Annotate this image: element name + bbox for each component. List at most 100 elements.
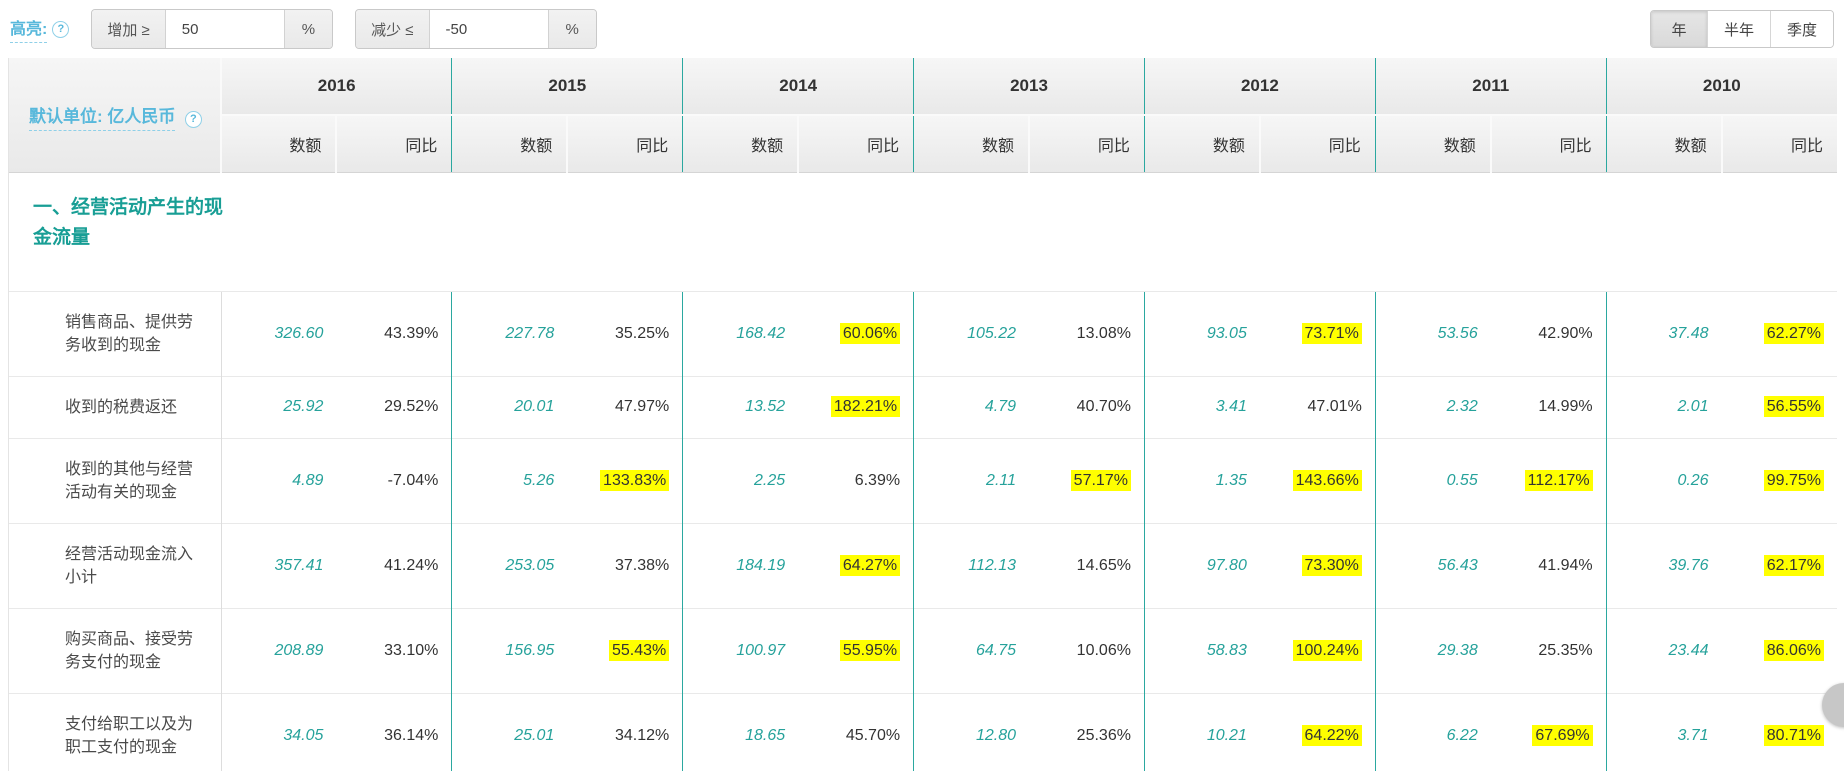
amount-subheader: 数额 bbox=[1143, 114, 1260, 173]
yoy-cell: 64.22% bbox=[1259, 692, 1376, 771]
decrease-threshold-input[interactable] bbox=[429, 10, 548, 48]
yoy-cell: 42.90% bbox=[1490, 290, 1607, 376]
yoy-value: 57.17% bbox=[1070, 469, 1131, 491]
tab-half-year[interactable]: 半年 bbox=[1706, 11, 1770, 47]
amount-value: 2.11 bbox=[986, 471, 1016, 489]
amount-value: 208.89 bbox=[274, 641, 324, 659]
amount-cell: 208.89 bbox=[220, 607, 337, 693]
amount-cell: 53.56 bbox=[1374, 290, 1491, 376]
yoy-value: 60.06% bbox=[839, 322, 901, 344]
row-label: 支付给职工以及为职工支付的现金 bbox=[9, 692, 221, 771]
amount-cell: 2.11 bbox=[913, 437, 1029, 523]
yoy-subheader: 同比 bbox=[1258, 114, 1376, 173]
yoy-value: 41.24% bbox=[384, 556, 439, 574]
yoy-cell: 62.27% bbox=[1721, 290, 1838, 376]
decrease-threshold-group: 减少 ≤ % bbox=[355, 9, 597, 49]
amount-cell: 2.25 bbox=[682, 437, 799, 523]
amount-value: 97.80 bbox=[1206, 556, 1247, 574]
amount-value: 2.25 bbox=[754, 471, 786, 489]
amount-cell: 3.41 bbox=[1143, 375, 1260, 438]
amount-cell: 12.80 bbox=[913, 692, 1029, 771]
yoy-cell: 47.97% bbox=[567, 375, 683, 438]
yoy-cell: 73.71% bbox=[1259, 290, 1376, 376]
amount-value: 227.78 bbox=[505, 324, 555, 342]
yoy-cell: 182.21% bbox=[798, 375, 914, 438]
yoy-value: -7.04% bbox=[387, 471, 439, 489]
yoy-cell: 35.25% bbox=[567, 290, 683, 376]
amount-value: 13.52 bbox=[745, 398, 786, 415]
amount-cell: 156.95 bbox=[451, 607, 568, 693]
amount-value: 25.92 bbox=[283, 398, 324, 415]
yoy-value: 43.39% bbox=[384, 324, 439, 342]
yoy-cell: 43.39% bbox=[336, 290, 452, 376]
yoy-cell: 37.38% bbox=[567, 522, 683, 608]
amount-value: 100.97 bbox=[736, 641, 786, 659]
amount-value: 25.01 bbox=[514, 726, 555, 744]
amount-subheader: 数额 bbox=[682, 114, 799, 173]
amount-cell: 97.80 bbox=[1143, 522, 1260, 608]
yoy-value: 33.10% bbox=[384, 641, 439, 659]
yoy-cell: 47.01% bbox=[1259, 375, 1376, 438]
row-label: 经营活动现金流入小计 bbox=[9, 522, 221, 608]
amount-cell: 25.01 bbox=[451, 692, 568, 771]
amount-value: 326.60 bbox=[274, 324, 324, 342]
amount-value: 0.55 bbox=[1446, 471, 1478, 489]
yoy-value: 6.39% bbox=[854, 471, 901, 489]
amount-cell: 2.01 bbox=[1605, 375, 1722, 438]
tab-year[interactable]: 年 bbox=[1650, 11, 1707, 47]
row-label: 收到的其他与经营活动有关的现金 bbox=[9, 437, 221, 523]
amount-cell: 112.13 bbox=[913, 522, 1029, 608]
yoy-cell: 14.99% bbox=[1490, 375, 1607, 438]
yoy-cell: 33.10% bbox=[336, 607, 452, 693]
amount-value: 105.22 bbox=[967, 324, 1016, 342]
yoy-value: 42.90% bbox=[1538, 324, 1593, 342]
table-row: 收到的其他与经营活动有关的现金 4.89 -7.04% 5.26 133.83% 2.25… bbox=[9, 437, 1838, 523]
year-header: 2014 bbox=[682, 58, 914, 115]
row-label: 销售商品、提供劳务收到的现金 bbox=[9, 290, 221, 376]
yoy-subheader: 同比 bbox=[797, 114, 914, 173]
default-unit-link[interactable]: 默认单位: 亿人民币 bbox=[29, 107, 176, 131]
amount-value: 357.41 bbox=[274, 556, 324, 574]
yoy-cell: 41.94% bbox=[1490, 522, 1607, 608]
yoy-value: 36.14% bbox=[384, 726, 439, 744]
amount-cell: 6.22 bbox=[1374, 692, 1491, 771]
unit-help-icon[interactable]: ? bbox=[184, 110, 202, 128]
scroll-handle[interactable] bbox=[1822, 683, 1844, 727]
yoy-cell: 64.27% bbox=[798, 522, 914, 608]
yoy-cell: 6.39% bbox=[798, 437, 914, 523]
yoy-value: 37.38% bbox=[614, 556, 670, 574]
increase-threshold-group: 增加 ≥ % bbox=[91, 9, 334, 49]
year-header-row: 默认单位: 亿人民币 ? 2016 2015 2014 2013 2012 2011 201… bbox=[9, 58, 1838, 173]
yoy-cell: 14.65% bbox=[1029, 522, 1145, 608]
amount-subheader: 数额 bbox=[1374, 114, 1491, 173]
amount-value: 64.75 bbox=[975, 641, 1016, 659]
year-header: 2015 bbox=[451, 58, 683, 115]
amount-value: 23.44 bbox=[1668, 641, 1709, 659]
amount-value: 58.83 bbox=[1206, 641, 1247, 659]
amount-cell: 25.92 bbox=[220, 375, 337, 438]
yoy-cell: 55.95% bbox=[798, 607, 914, 693]
highlight-control-bar: 高亮: ? 增加 ≥ % 减少 ≤ % 年 半年 季度 bbox=[0, 0, 1844, 58]
amount-cell: 1.35 bbox=[1143, 437, 1260, 523]
amount-value: 56.43 bbox=[1437, 556, 1478, 574]
yoy-cell: -7.04% bbox=[336, 437, 452, 523]
amount-cell: 326.60 bbox=[220, 290, 337, 376]
amount-cell: 4.79 bbox=[913, 375, 1029, 438]
amount-cell: 23.44 bbox=[1605, 607, 1722, 693]
amount-subheader: 数额 bbox=[451, 114, 568, 173]
yoy-cell: 40.70% bbox=[1029, 375, 1145, 438]
yoy-cell: 112.17% bbox=[1490, 437, 1607, 523]
amount-value: 156.95 bbox=[505, 641, 555, 659]
yoy-cell: 36.14% bbox=[336, 692, 452, 771]
yoy-cell: 10.06% bbox=[1029, 607, 1145, 693]
increase-threshold-input[interactable] bbox=[165, 10, 284, 48]
yoy-value: 73.30% bbox=[1301, 554, 1362, 576]
yoy-value: 35.25% bbox=[614, 324, 670, 342]
yoy-value: 47.97% bbox=[614, 398, 670, 415]
amount-value: 112.13 bbox=[968, 556, 1016, 574]
yoy-cell: 25.36% bbox=[1029, 692, 1145, 771]
tab-quarter[interactable]: 季度 bbox=[1769, 11, 1833, 47]
increase-unit-label: % bbox=[283, 10, 333, 48]
amount-cell: 357.41 bbox=[220, 522, 337, 608]
highlight-help-icon[interactable]: ? bbox=[52, 20, 70, 38]
